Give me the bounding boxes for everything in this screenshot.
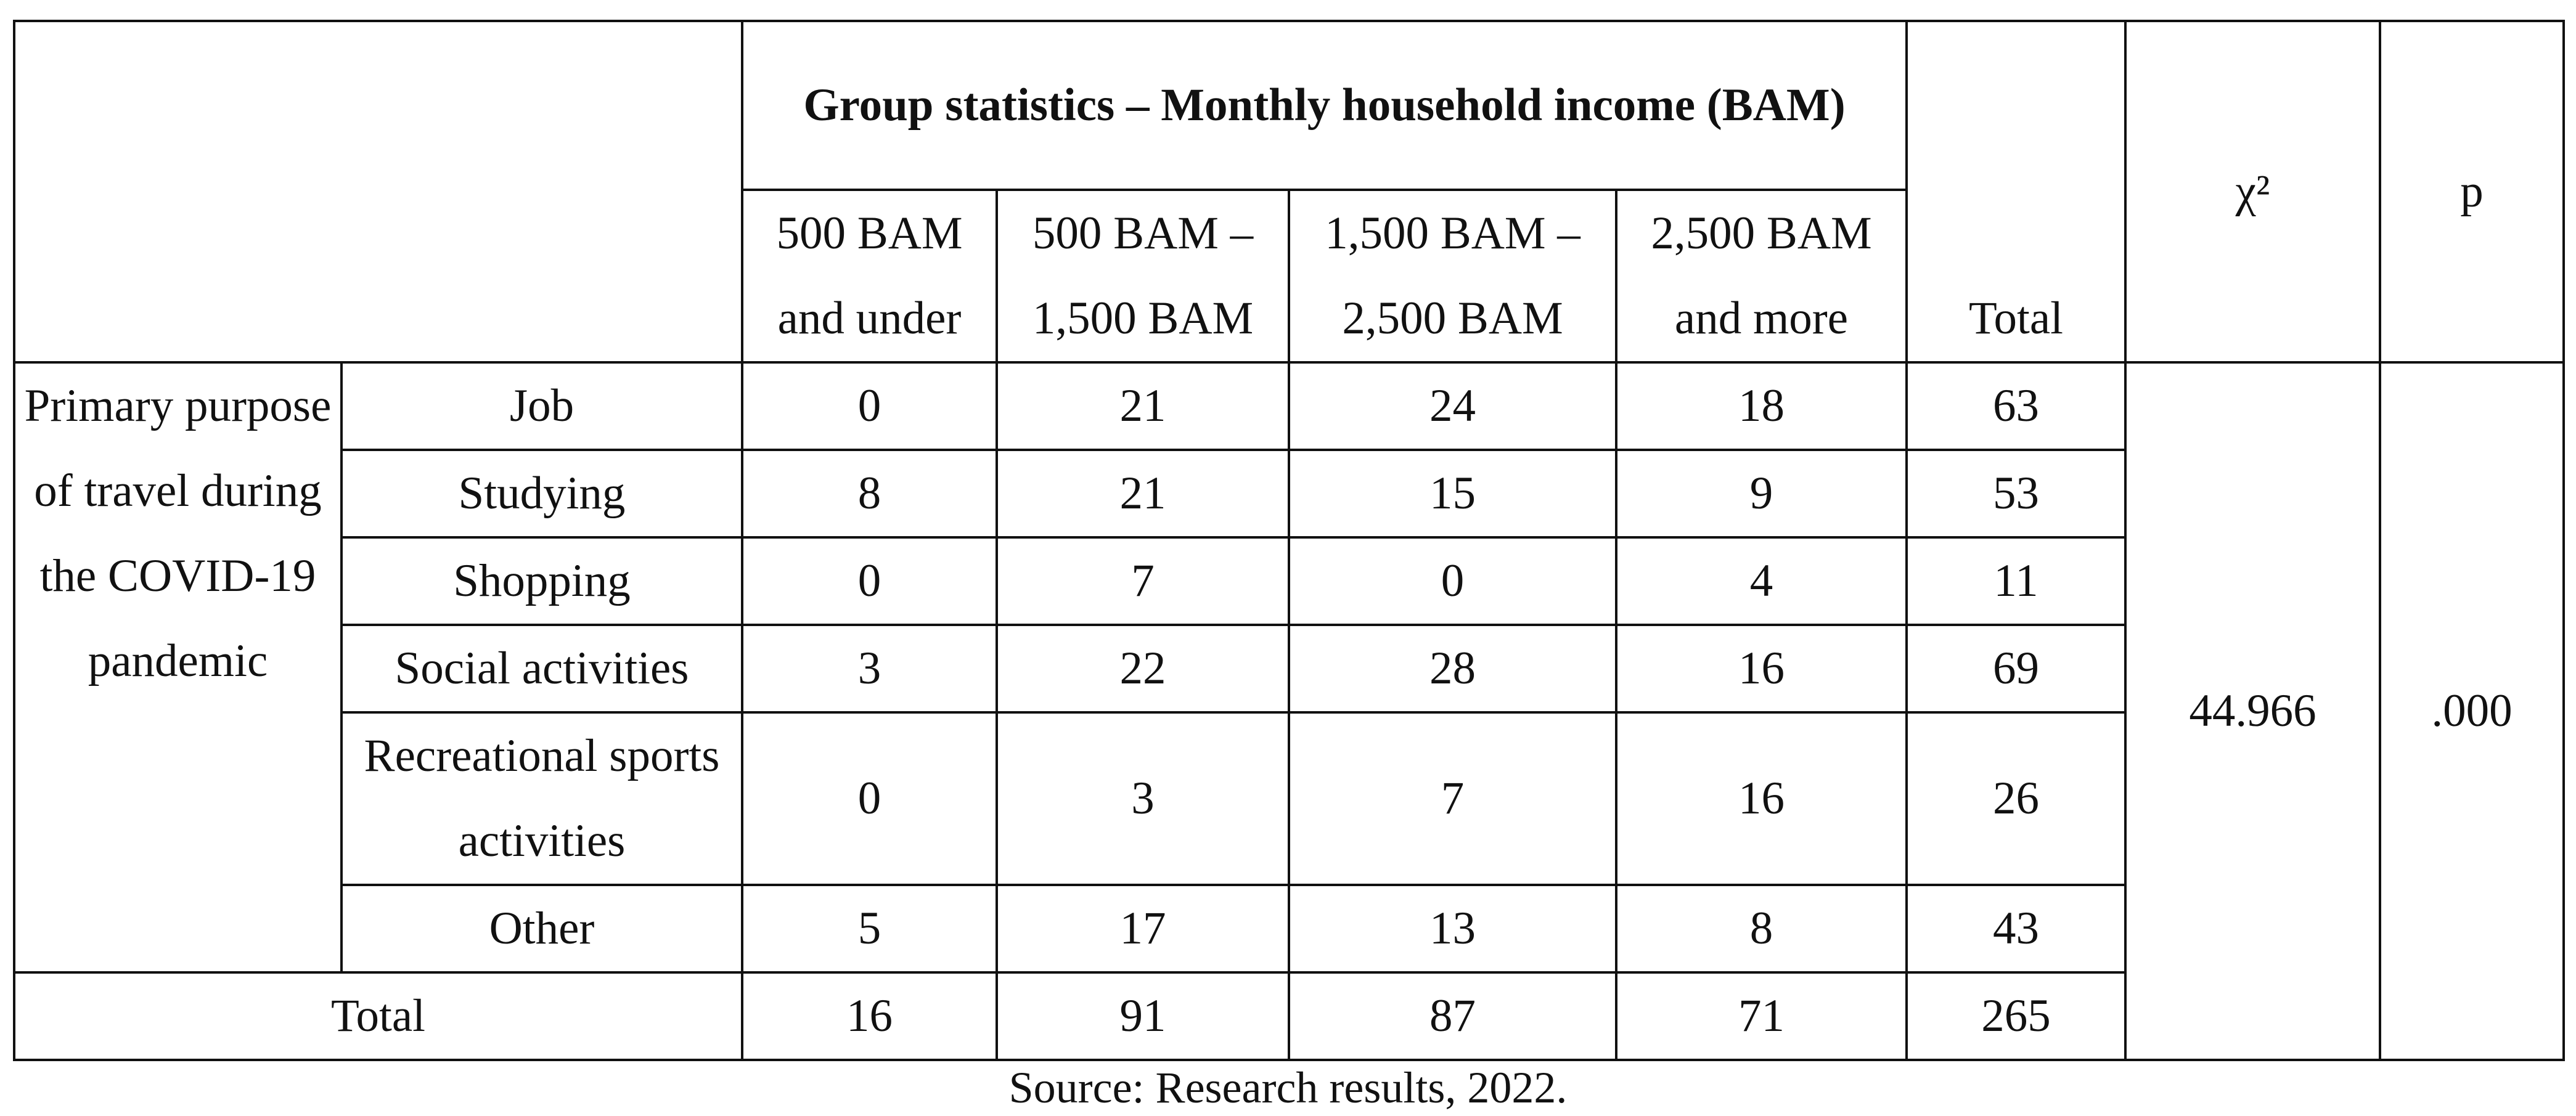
cell: 16: [741, 971, 998, 1061]
cell: 0: [741, 711, 998, 886]
cell: 0: [741, 361, 998, 451]
data-row: Studying 8 21 15 9 53: [14, 449, 2564, 539]
cell: 53: [1905, 449, 2127, 539]
cell: 28: [1288, 624, 1617, 714]
p-header: p: [2379, 20, 2565, 364]
cell: 18: [1615, 361, 1908, 451]
cell: 4: [1615, 536, 1908, 626]
cell: 8: [1615, 884, 1908, 974]
cell: 0: [741, 536, 998, 626]
row-label: Job: [340, 361, 743, 451]
data-row: Social activities 3 22 28 16 69: [14, 624, 2564, 714]
cell: 24: [1288, 361, 1617, 451]
group-title: Group statistics – Monthly household inc…: [741, 20, 1908, 191]
row-group-label: Primary purpose of travel during the COV…: [13, 361, 343, 974]
cell: 21: [996, 361, 1290, 451]
row-label: Other: [340, 884, 743, 974]
cell: 26: [1905, 711, 2127, 886]
empty-corner: [13, 20, 743, 364]
cell: 43: [1905, 884, 2127, 974]
cell: 5: [741, 884, 998, 974]
cell: 71: [1615, 971, 1908, 1061]
cell: 8: [741, 449, 998, 539]
row-label: Recreational sports activities: [340, 711, 743, 886]
total-row: Total 16 91 87 71 265: [13, 971, 2564, 1061]
cell: 3: [996, 711, 1290, 886]
cell: 22: [996, 624, 1290, 714]
cell: 0: [1288, 536, 1617, 626]
source-note: Source: Research results, 2022.: [1008, 1063, 1568, 1112]
column-header: 2,500 BAM and more: [1615, 189, 1908, 364]
cell: 91: [996, 971, 1290, 1061]
cell: 13: [1288, 884, 1617, 974]
column-header: 500 BAM – 1,500 BAM: [996, 189, 1290, 364]
cell: 7: [996, 536, 1290, 626]
cell: 265: [1905, 971, 2127, 1061]
data-row: Other 5 17 13 8 43: [14, 884, 2564, 974]
cell: 21: [996, 449, 1290, 539]
cell: 16: [1615, 624, 1908, 714]
column-header: 1,500 BAM – 2,500 BAM: [1288, 189, 1617, 364]
p-value: .000: [2379, 361, 2565, 1061]
row-label: Social activities: [340, 624, 743, 714]
cell: 17: [996, 884, 1290, 974]
cell: 69: [1905, 624, 2127, 714]
cell: 87: [1288, 971, 1617, 1061]
row-label: Studying: [340, 449, 743, 539]
column-header: Total: [1905, 20, 2127, 364]
contingency-table: Group statistics – Monthly household inc…: [13, 20, 2565, 1061]
cell: 63: [1905, 361, 2127, 451]
data-row: Primary purpose of travel during the COV…: [13, 361, 2565, 1061]
cell: 3: [741, 624, 998, 714]
cell: 9: [1615, 449, 1908, 539]
row-label: Shopping: [340, 536, 743, 626]
header-row: 500 BAM and under 500 BAM – 1,500 BAM 1,…: [14, 189, 2564, 364]
cell: 15: [1288, 449, 1617, 539]
chi2-value: 44.966: [2124, 361, 2381, 1061]
table-body: Group statistics – Monthly household inc…: [13, 20, 2565, 1061]
cell: 11: [1905, 536, 2127, 626]
data-row: Shopping 0 7 0 4 11: [14, 536, 2564, 626]
row-label: Total: [13, 971, 743, 1061]
data-row: Recreational sports activities 0 3 7 16 26: [14, 711, 2564, 886]
cell: 16: [1615, 711, 1908, 886]
column-header: 500 BAM and under: [741, 189, 998, 364]
chi2-header: χ²: [2124, 20, 2381, 364]
header-row: Group statistics – Monthly household inc…: [13, 20, 2565, 364]
cell: 7: [1288, 711, 1617, 886]
